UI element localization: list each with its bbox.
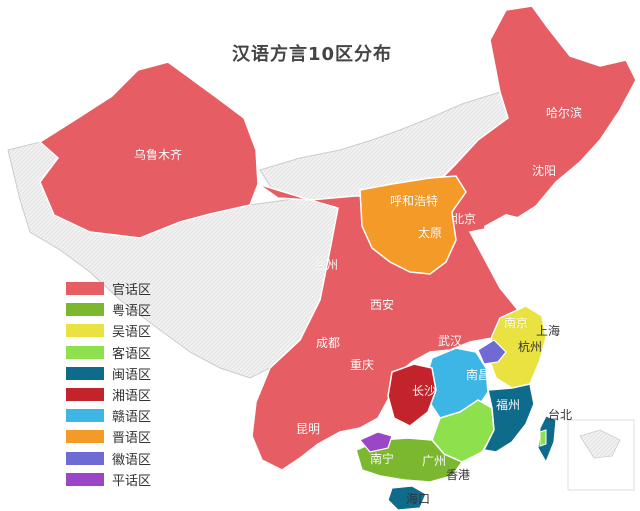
city-label-wuhan: 武汉 [438,332,462,349]
city-label-lanzhou: 兰州 [314,256,338,273]
legend-swatch [66,367,104,380]
city-label-xian: 西安 [370,296,394,313]
city-label-nanning: 南宁 [370,450,394,467]
legend-swatch [66,303,104,316]
legend-label: 闽语区 [112,364,151,383]
city-label-haerbin: 哈尔滨 [546,104,582,121]
city-label-chongqing: 重庆 [350,356,374,373]
city-label-chengdu: 成都 [316,334,340,351]
city-label-shenyang: 沈阳 [532,162,556,179]
legend-label: 客语区 [112,343,151,362]
city-label-xianggang: 香港 [446,466,470,483]
legend-swatch [66,473,104,486]
map-title: 汉语方言10区分布 [232,40,392,66]
legend-label: 平话区 [112,470,151,489]
legend-swatch [66,282,104,295]
legend-item-yue: 粤语区 [66,299,151,320]
legend-label: 粤语区 [112,300,151,319]
city-label-haikou: 海口 [406,490,430,507]
map-legend: 官话区 粤语区 吴语区 客语区 闽语区 湘语区 赣语区 晋语区 [66,278,151,490]
city-label-nanchang: 南昌 [466,366,490,383]
legend-label: 赣语区 [112,406,151,425]
city-label-fuzhou: 福州 [496,396,520,413]
legend-item-ping: 平话区 [66,469,151,490]
city-label-guangzhou: 广州 [422,452,446,469]
legend-swatch [66,324,104,337]
legend-swatch [66,346,104,359]
legend-label: 吴语区 [112,321,151,340]
city-label-huhehaote: 呼和浩特 [390,192,438,209]
legend-swatch [66,452,104,465]
city-label-hangzhou: 杭州 [518,338,542,355]
legend-item-xiang: 湘语区 [66,384,151,405]
legend-item-hui: 徽语区 [66,448,151,469]
city-label-wulumuqi: 乌鲁木齐 [134,146,182,163]
city-label-shanghai: 上海 [536,322,560,339]
legend-label: 湘语区 [112,385,151,404]
legend-swatch [66,430,104,443]
region-taiwan-kejia [540,430,546,446]
legend-label: 晋语区 [112,427,151,446]
legend-swatch [66,388,104,401]
legend-label: 官话区 [112,279,151,298]
city-label-beijing: 北京 [452,210,476,227]
city-label-taibei: 台北 [548,406,572,423]
legend-item-wu: 吴语区 [66,320,151,341]
legend-item-gan: 赣语区 [66,405,151,426]
south-sea-islands [580,430,620,458]
city-label-changsha: 长沙 [412,382,436,399]
legend-label: 徽语区 [112,449,151,468]
city-label-taiyuan: 太原 [418,224,442,241]
legend-swatch [66,409,104,422]
legend-item-guanhua: 官话区 [66,278,151,299]
city-label-kunming: 昆明 [296,420,320,437]
city-label-nanjing: 南京 [504,314,528,331]
legend-item-jin: 晋语区 [66,426,151,447]
legend-item-min: 闽语区 [66,363,151,384]
legend-item-kejia: 客语区 [66,342,151,363]
